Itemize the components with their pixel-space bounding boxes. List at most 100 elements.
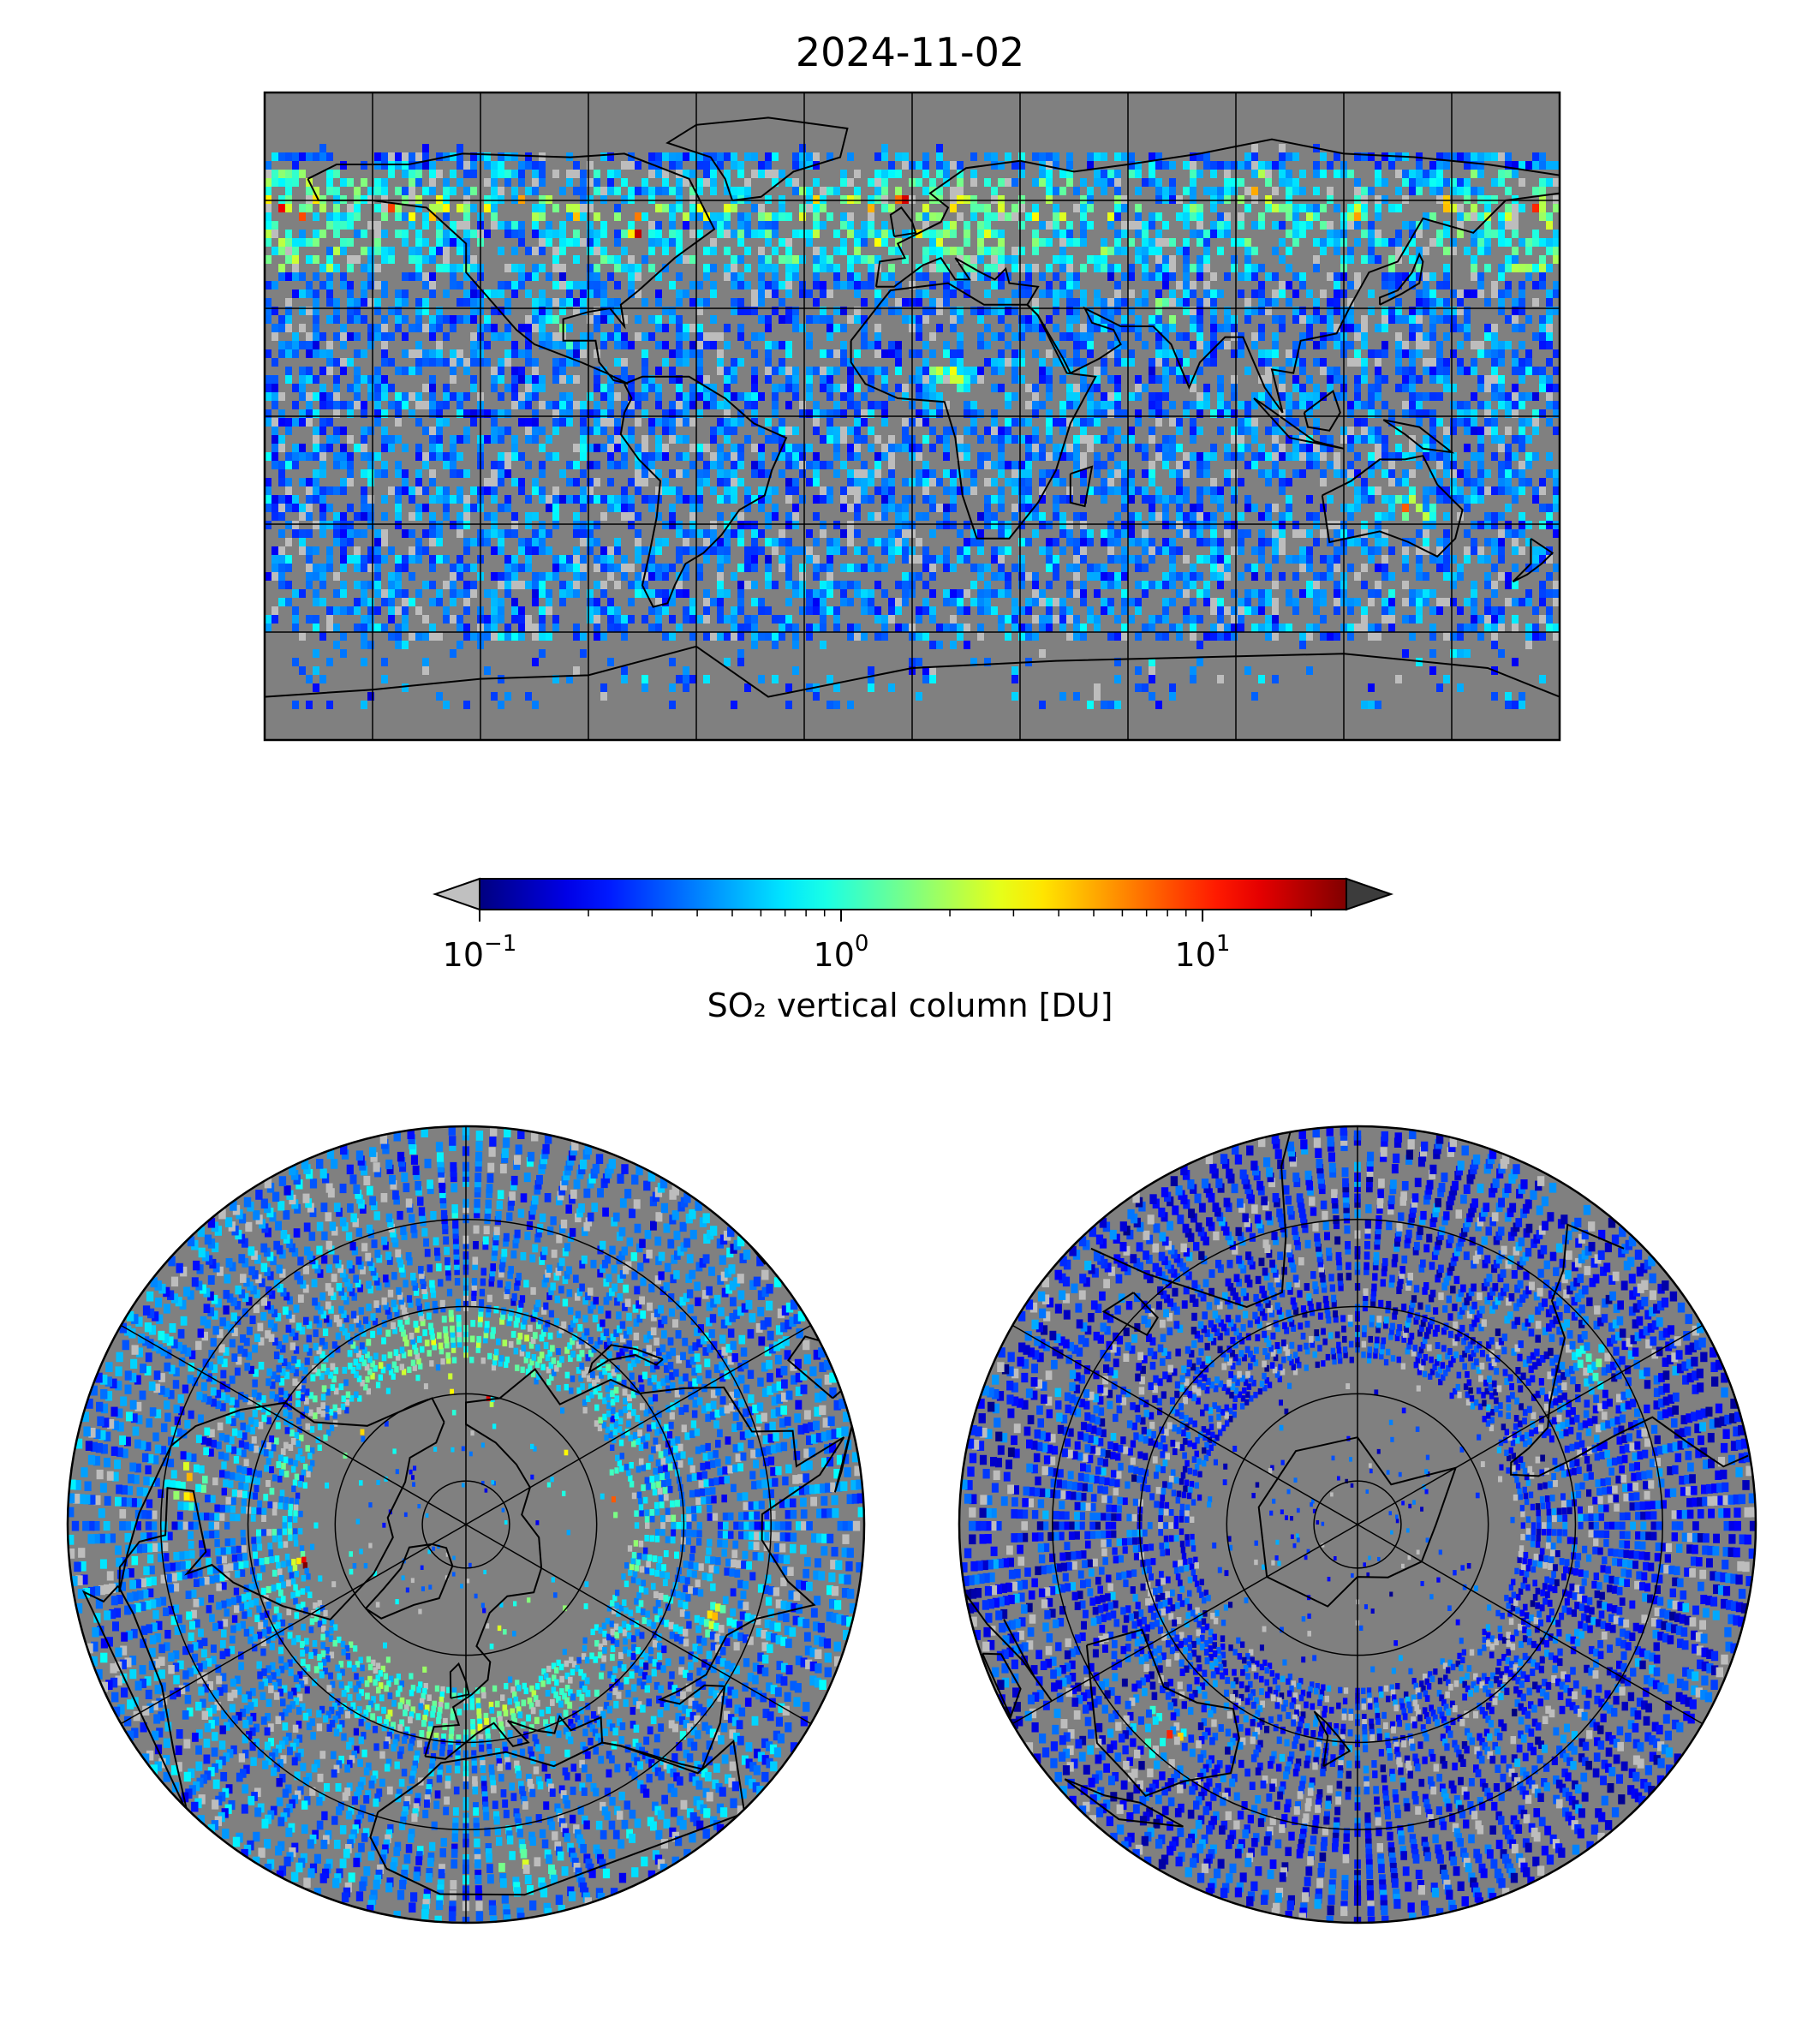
global-so2-pixel-3096 <box>306 418 313 427</box>
global-so2-pixel-841 <box>758 221 765 230</box>
global-so2-pixel-4587 <box>518 546 525 555</box>
global-so2-pixel-1242 <box>765 255 772 264</box>
global-so2-pixel-1481 <box>1395 272 1402 281</box>
global-so2-pixel-4352 <box>1231 521 1238 529</box>
global-so2-pixel-3610 <box>381 461 388 469</box>
global-so2-pixel-1073 <box>1073 238 1080 247</box>
global-so2-pixel-1556 <box>1059 281 1066 289</box>
global-so2-pixel-3791 <box>1484 469 1491 478</box>
global-so2-pixel-4123 <box>463 504 470 512</box>
global-so2-pixel-2170 <box>1429 332 1436 341</box>
global-so2-pixel-1087 <box>1238 238 1244 247</box>
global-so2-pixel-3652 <box>984 461 991 469</box>
global-so2-pixel-3788 <box>1457 469 1464 478</box>
global-so2-pixel-381 <box>1094 178 1101 187</box>
global-so2-pixel-1282 <box>1279 255 1286 264</box>
global-so2-pixel-3889 <box>285 486 292 495</box>
global-so2-pixel-2777 <box>402 392 409 401</box>
global-so2-pixel-4335 <box>1046 521 1053 529</box>
global-so2-pixel-1869 <box>1423 307 1429 315</box>
global-so2-pixel-1991 <box>367 324 374 332</box>
global-so2-pixel-58 <box>772 152 779 161</box>
global-so2-pixel-4305 <box>594 521 600 529</box>
global-so2-pixel-901 <box>265 230 272 238</box>
global-so2-pixel-520 <box>265 195 272 204</box>
global-so2-pixel-3593 <box>1471 452 1477 461</box>
global-so2-pixel-3320 <box>854 435 861 444</box>
global-so2-pixel-161 <box>799 161 806 170</box>
global-so2-pixel-4776 <box>1484 555 1491 564</box>
global-so2-pixel-2664 <box>1539 375 1546 384</box>
global-so2-pixel-3957 <box>1114 486 1121 495</box>
global-so2-pixel-79 <box>1053 152 1059 161</box>
global-so2-pixel-3366 <box>1375 435 1381 444</box>
global-so2-pixel-3864 <box>1176 478 1183 486</box>
global-so2-pixel-3595 <box>1491 452 1498 461</box>
global-so2-pixel-3435 <box>957 444 964 452</box>
global-so2-pixel-3336 <box>1025 435 1032 444</box>
global-so2-pixel-1066 <box>977 238 984 247</box>
global-so2-pixel-4468 <box>1464 529 1471 538</box>
global-so2-pixel-3913 <box>552 486 559 495</box>
global-so2-pixel-681 <box>1272 204 1279 212</box>
global-so2-pixel-2719 <box>929 384 936 392</box>
global-so2-pixel-224 <box>278 170 285 178</box>
global-so2-pixel-3860 <box>1107 478 1114 486</box>
global-so2-pixel-749 <box>799 212 806 221</box>
global-so2-pixel-4620 <box>854 546 861 555</box>
global-so2-pixel-4580 <box>388 546 395 555</box>
global-so2-pixel-4688 <box>367 555 374 564</box>
global-so2-pixel-1451 <box>1025 272 1032 281</box>
global-so2-pixel-1898 <box>463 315 470 324</box>
global-so2-pixel-2513 <box>922 367 929 375</box>
global-so2-pixel-952 <box>772 230 779 238</box>
global-so2-pixel-4623 <box>888 546 895 555</box>
global-so2-pixel-3666 <box>1162 461 1169 469</box>
global-so2-pixel-4499 <box>662 538 669 546</box>
global-so2-pixel-3928 <box>765 486 772 495</box>
global-so2-pixel-115 <box>1491 152 1498 161</box>
global-so2-pixel-4832 <box>826 564 833 572</box>
global-so2-pixel-2643 <box>1279 375 1286 384</box>
global-so2-pixel-3466 <box>1347 444 1354 452</box>
global-so2-pixel-781 <box>1224 212 1231 221</box>
global-so2-pixel-3609 <box>367 461 374 469</box>
global-so2-pixel-4407 <box>689 529 696 538</box>
global-so2-pixel-4181 <box>1429 504 1436 512</box>
global-so2-pixel-3691 <box>1525 461 1532 469</box>
global-so2-pixel-3221 <box>813 427 820 435</box>
global-so2-pixel-3087 <box>1532 409 1539 418</box>
global-so2-pixel-963 <box>881 230 888 238</box>
global-so2-pixel-4122 <box>443 504 450 512</box>
global-so2-pixel-3110 <box>559 418 566 427</box>
global-so2-pixel-4823 <box>737 564 744 572</box>
global-so2-pixel-3078 <box>1423 409 1429 418</box>
global-so2-pixel-2861 <box>1423 392 1429 401</box>
global-so2-pixel-3924 <box>724 486 731 495</box>
global-so2-pixel-2594 <box>641 375 648 384</box>
global-so2-pixel-3742 <box>950 469 957 478</box>
global-so2-pixel-883 <box>1306 221 1313 230</box>
global-so2-pixel-933 <box>600 230 607 238</box>
global-so2-pixel-1294 <box>1505 255 1512 264</box>
global-so2-pixel-1604 <box>511 289 518 298</box>
global-so2-pixel-3255 <box>1272 427 1279 435</box>
global-so2-pixel-3307 <box>669 435 676 444</box>
global-so2-pixel-1434 <box>813 272 820 281</box>
global-so2-pixel-1749 <box>1162 298 1169 307</box>
global-so2-pixel-1779 <box>272 307 278 315</box>
global-so2-pixel-1187 <box>1183 247 1190 255</box>
global-so2-pixel-439 <box>532 187 539 195</box>
global-so2-pixel-2826 <box>1005 392 1011 401</box>
global-so2-pixel-1128 <box>388 247 395 255</box>
global-so2-pixel-4751 <box>1183 555 1190 564</box>
global-so2-pixel-4846 <box>984 564 991 572</box>
global-so2-pixel-4003 <box>381 495 388 504</box>
global-so2-pixel-1375 <box>1190 264 1196 272</box>
global-so2-pixel-980 <box>1059 230 1066 238</box>
global-so2-pixel-2765 <box>278 392 285 401</box>
global-so2-pixel-2421 <box>1039 358 1046 367</box>
global-so2-pixel-1651 <box>1183 289 1190 298</box>
global-so2-pixel-3919 <box>662 486 669 495</box>
global-so2-pixel-2768 <box>313 392 319 401</box>
